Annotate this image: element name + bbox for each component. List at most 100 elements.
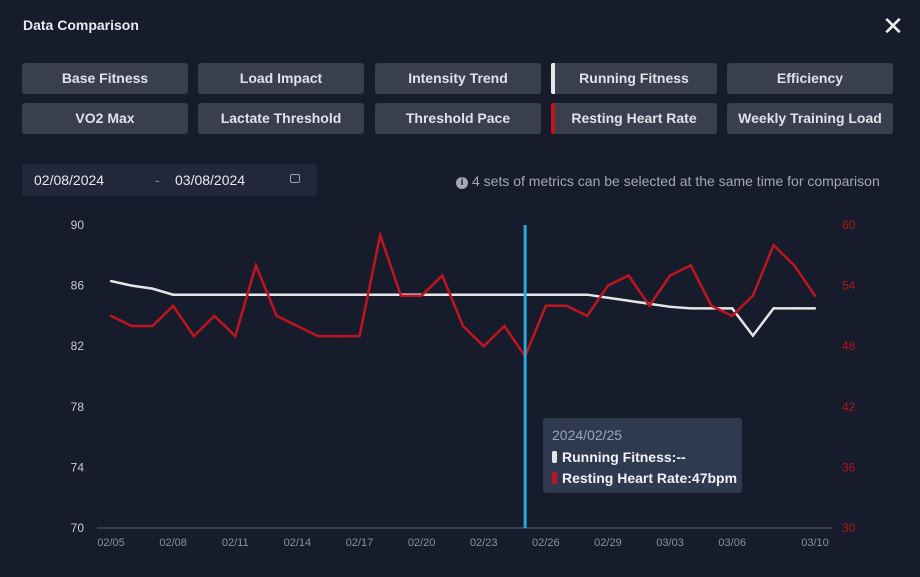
data-point: [710, 304, 713, 307]
data-point: [503, 324, 506, 328]
data-point: [668, 274, 672, 277]
data-point: [358, 293, 361, 296]
start-date[interactable]: 02/08/2024: [34, 172, 105, 188]
metric-button-vo2-max[interactable]: VO2 Max: [22, 103, 188, 134]
data-point: [109, 279, 113, 283]
data-point: [378, 233, 382, 237]
x-tick-label: 03/06: [718, 537, 746, 549]
metric-label: VO2 Max: [75, 110, 135, 126]
info-note: i 4 sets of metrics can be selected at th…: [456, 173, 880, 189]
data-point: [337, 293, 340, 296]
data-point: [503, 293, 506, 296]
metric-button-threshold-pace[interactable]: Threshold Pace: [375, 103, 541, 134]
data-point: [482, 293, 485, 296]
metric-label: Lactate Threshold: [220, 110, 342, 126]
metric-button-load-impact[interactable]: Load Impact: [198, 63, 364, 94]
data-point: [586, 293, 589, 296]
metric-label: Running Fitness: [579, 70, 689, 86]
data-point: [130, 324, 133, 328]
data-point: [544, 293, 548, 296]
metric-button-intensity-trend[interactable]: Intensity Trend: [375, 63, 541, 94]
data-point: [420, 294, 423, 297]
data-point: [254, 293, 258, 296]
calendar-icon[interactable]: [290, 174, 300, 183]
data-point: [668, 305, 672, 309]
data-point: [171, 304, 175, 307]
metric-button-lactate-threshold[interactable]: Lactate Threshold: [198, 103, 364, 134]
y-right-tick-label: 30: [842, 521, 856, 535]
data-point: [213, 314, 216, 318]
y-left-tick-label: 90: [71, 218, 85, 232]
metric-button-resting-heart-rate[interactable]: Resting Heart Rate: [551, 103, 717, 134]
x-tick-label: 03/10: [801, 537, 829, 549]
data-point: [710, 307, 713, 310]
x-tick-label: 02/20: [408, 537, 436, 549]
info-text: 4 sets of metrics can be selected at the…: [472, 173, 880, 189]
selected-indicator: [551, 103, 555, 134]
x-tick-label: 02/17: [346, 537, 374, 549]
data-point: [772, 307, 775, 310]
y-right-tick-label: 48: [842, 339, 856, 353]
data-point: [751, 294, 755, 297]
chart-tooltip: 2024/02/25 Running Fitness:-- Resting He…: [543, 418, 742, 493]
data-point: [627, 274, 630, 277]
close-icon[interactable]: ✕: [882, 11, 904, 41]
y-left-tick-label: 70: [71, 521, 85, 535]
metric-label: Efficiency: [776, 70, 844, 86]
legend-swatch: [552, 472, 557, 484]
data-point: [461, 293, 465, 296]
data-point: [482, 345, 485, 348]
date-range-picker[interactable]: 02/08/2024 - 03/08/2024: [22, 164, 317, 196]
data-point: [689, 307, 692, 310]
tooltip-date: 2024/02/25: [552, 427, 623, 443]
tooltip-text: Running Fitness:--: [562, 449, 686, 465]
end-date[interactable]: 03/08/2024: [175, 172, 246, 188]
data-point: [606, 284, 610, 287]
dialog-title: Data Comparison: [23, 17, 139, 33]
selected-indicator: [551, 63, 555, 94]
y-right-tick-label: 42: [842, 400, 856, 414]
data-point: [275, 293, 278, 296]
metric-button-efficiency[interactable]: Efficiency: [727, 63, 893, 94]
data-point: [441, 274, 444, 277]
data-point: [565, 293, 568, 296]
data-point: [358, 334, 361, 338]
metric-label: Resting Heart Rate: [571, 110, 697, 126]
data-point: [586, 314, 589, 318]
data-point: [751, 334, 755, 337]
data-point: [130, 284, 133, 287]
data-point: [627, 299, 630, 302]
data-point: [151, 287, 154, 290]
data-point: [772, 244, 775, 247]
data-point: [378, 293, 382, 296]
metric-label: Threshold Pace: [405, 110, 511, 126]
x-tick-label: 02/23: [470, 537, 498, 549]
metric-button-running-fitness[interactable]: Running Fitness: [551, 63, 717, 94]
data-point: [234, 334, 237, 338]
metric-button-weekly-training-load[interactable]: Weekly Training Load: [727, 103, 893, 134]
x-tick-label: 02/14: [284, 537, 312, 549]
data-point: [544, 304, 548, 307]
x-tick-label: 03/03: [656, 537, 684, 549]
y-left-tick-label: 78: [71, 400, 85, 414]
metric-button-base-fitness[interactable]: Base Fitness: [22, 63, 188, 94]
y-left-tick-label: 86: [71, 279, 85, 293]
x-tick-label: 02/08: [159, 537, 187, 549]
metric-label: Base Fitness: [61, 70, 149, 86]
data-point: [254, 264, 258, 267]
legend-swatch: [552, 451, 557, 463]
data-point: [316, 334, 320, 338]
y-left-tick-label: 82: [71, 339, 85, 353]
data-point: [109, 314, 113, 318]
data-point: [213, 293, 216, 296]
data-point: [337, 334, 340, 338]
info-icon: i: [456, 177, 468, 189]
tooltip-text: Resting Heart Rate:47bpm: [562, 470, 738, 486]
data-point: [793, 307, 796, 310]
data-point: [192, 334, 196, 338]
data-point: [192, 293, 196, 296]
x-tick-label: 02/29: [594, 537, 622, 549]
data-point: [441, 293, 444, 296]
data-point: [151, 324, 154, 328]
